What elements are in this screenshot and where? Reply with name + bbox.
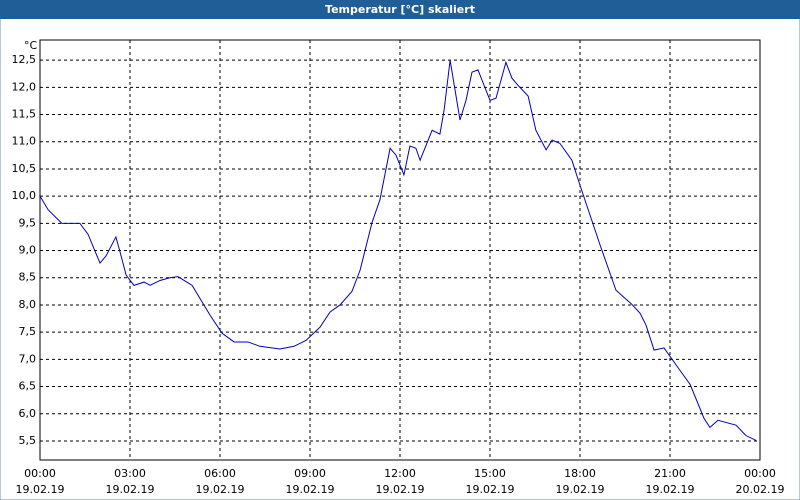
x-tick-label: 21:00 [654, 467, 686, 480]
x-tick-label: 15:00 [474, 467, 506, 480]
y-tick-label: 8,0 [19, 298, 37, 311]
plot-frame [39, 39, 761, 461]
y-unit: °C [24, 39, 38, 52]
y-tick-label: 8,5 [19, 271, 37, 284]
x-tick-date: 19.02.19 [16, 483, 65, 496]
x-tick-date: 19.02.19 [196, 483, 245, 496]
y-tick-label: 7,5 [19, 325, 37, 338]
x-tick-date: 19.02.19 [106, 483, 155, 496]
y-tick-label: 6,0 [19, 407, 37, 420]
y-tick-label: 9,0 [19, 244, 37, 257]
y-tick-label: 6,5 [19, 380, 37, 393]
y-tick-label: 5,5 [19, 434, 37, 447]
y-tick-label: 9,5 [19, 216, 37, 229]
x-tick-date: 20.02.19 [736, 483, 785, 496]
y-tick-label: 12,0 [12, 80, 37, 93]
y-tick-label: 7,0 [19, 352, 37, 365]
title-bar [0, 0, 800, 19]
x-tick-date: 19.02.19 [286, 483, 335, 496]
x-tick-label: 12:00 [384, 467, 416, 480]
y-tick-label: 10,5 [12, 162, 37, 175]
x-tick-label: 09:00 [294, 467, 326, 480]
x-tick-date: 19.02.19 [556, 483, 605, 496]
x-tick-label: 00:00 [744, 467, 776, 480]
x-tick-label: 06:00 [204, 467, 236, 480]
x-tick-date: 19.02.19 [646, 483, 695, 496]
x-tick-date: 19.02.19 [466, 483, 515, 496]
x-tick-date: 19.02.19 [376, 483, 425, 496]
y-tick-label: 12,5 [12, 53, 37, 66]
y-tick-label: 11,5 [12, 108, 37, 121]
y-tick-label: 11,0 [12, 135, 37, 148]
x-tick-label: 03:00 [114, 467, 146, 480]
temperature-line [39, 60, 757, 441]
x-tick-label: 00:00 [24, 467, 56, 480]
y-tick-label: 10,0 [12, 189, 37, 202]
x-tick-label: 18:00 [564, 467, 596, 480]
chart-title: Temperatur [°C] skaliert [325, 3, 475, 16]
